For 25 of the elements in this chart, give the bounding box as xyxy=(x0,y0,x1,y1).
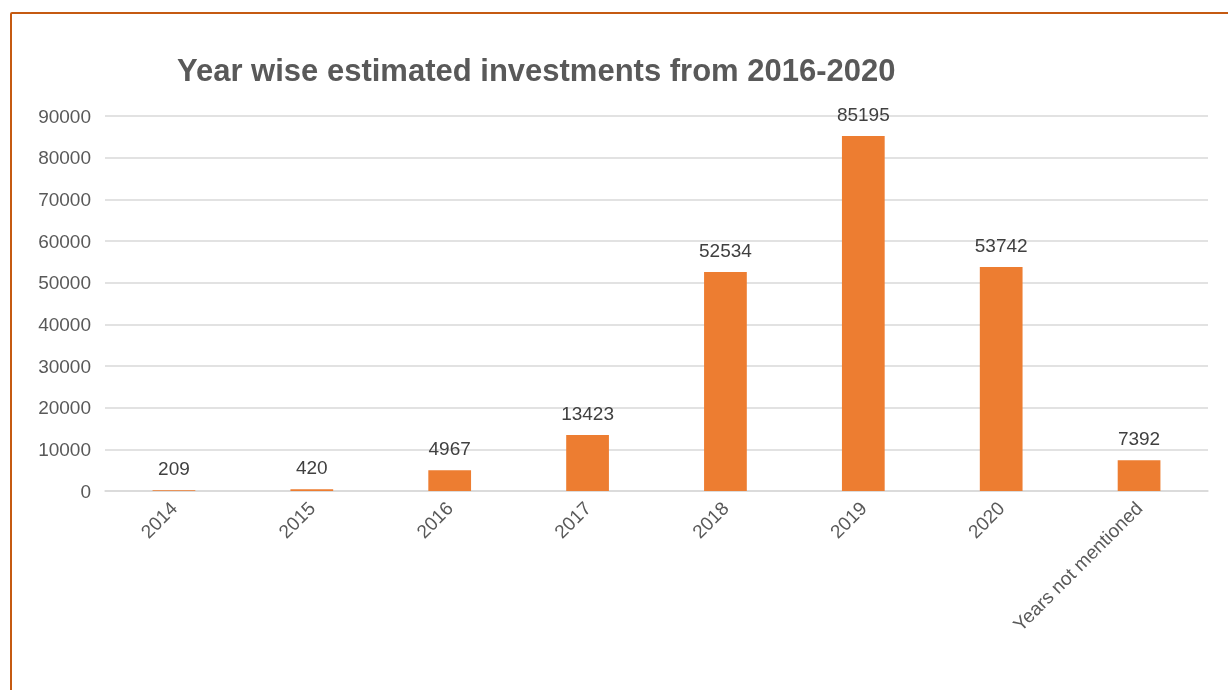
y-tick-label: 90000 xyxy=(38,105,91,127)
y-tick-label: 60000 xyxy=(38,230,91,252)
data-label: 7392 xyxy=(1117,428,1161,450)
data-label: 4967 xyxy=(428,438,471,460)
bar xyxy=(704,272,747,491)
data-label: 53742 xyxy=(974,235,1028,257)
y-tick-label: 50000 xyxy=(38,272,91,294)
data-label: 13423 xyxy=(561,403,614,425)
y-tick-label: 20000 xyxy=(38,397,91,419)
y-tick-label: 0 xyxy=(80,480,91,502)
chart-title: Year wise estimated investments from 2016-2020 xyxy=(177,53,896,88)
bar xyxy=(979,267,1023,491)
y-tick-label: 10000 xyxy=(38,438,91,460)
data-label: 420 xyxy=(295,457,328,479)
y-tick-label: 40000 xyxy=(38,313,91,335)
bar xyxy=(566,435,609,491)
y-tick-label: 80000 xyxy=(38,147,91,169)
data-label: 85195 xyxy=(836,104,890,126)
bar xyxy=(428,470,472,491)
bar xyxy=(1117,460,1161,491)
bar xyxy=(841,136,885,491)
y-tick-label: 70000 xyxy=(38,188,91,210)
data-label: 52534 xyxy=(699,240,753,262)
data-label: 209 xyxy=(158,458,190,480)
y-tick-label: 30000 xyxy=(38,355,91,377)
